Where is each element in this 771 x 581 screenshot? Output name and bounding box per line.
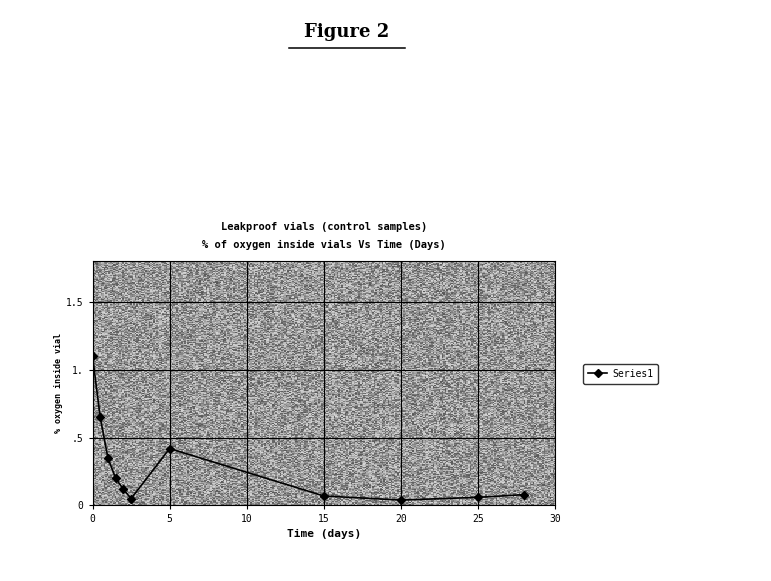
Series1 <box>103 454 113 461</box>
Series1 <box>473 494 483 501</box>
Series1 <box>165 445 174 452</box>
Series1 <box>96 414 105 421</box>
X-axis label: Time (days): Time (days) <box>287 529 361 539</box>
Series1 <box>396 497 406 504</box>
Text: % of oxygen inside vials Vs Time (Days): % of oxygen inside vials Vs Time (Days) <box>202 240 446 250</box>
Series1 <box>111 475 120 482</box>
Series1 <box>520 491 529 498</box>
Text: Figure 2: Figure 2 <box>305 23 389 41</box>
Series1 <box>88 353 97 360</box>
Legend: Series1: Series1 <box>583 364 658 383</box>
Series1 <box>319 493 328 500</box>
Line: Series1: Series1 <box>89 353 527 503</box>
Series1 <box>126 495 136 502</box>
Text: Leakproof vials (control samples): Leakproof vials (control samples) <box>221 223 427 232</box>
Series1 <box>119 486 128 493</box>
Y-axis label: % oxygen inside vial: % oxygen inside vial <box>54 333 63 433</box>
